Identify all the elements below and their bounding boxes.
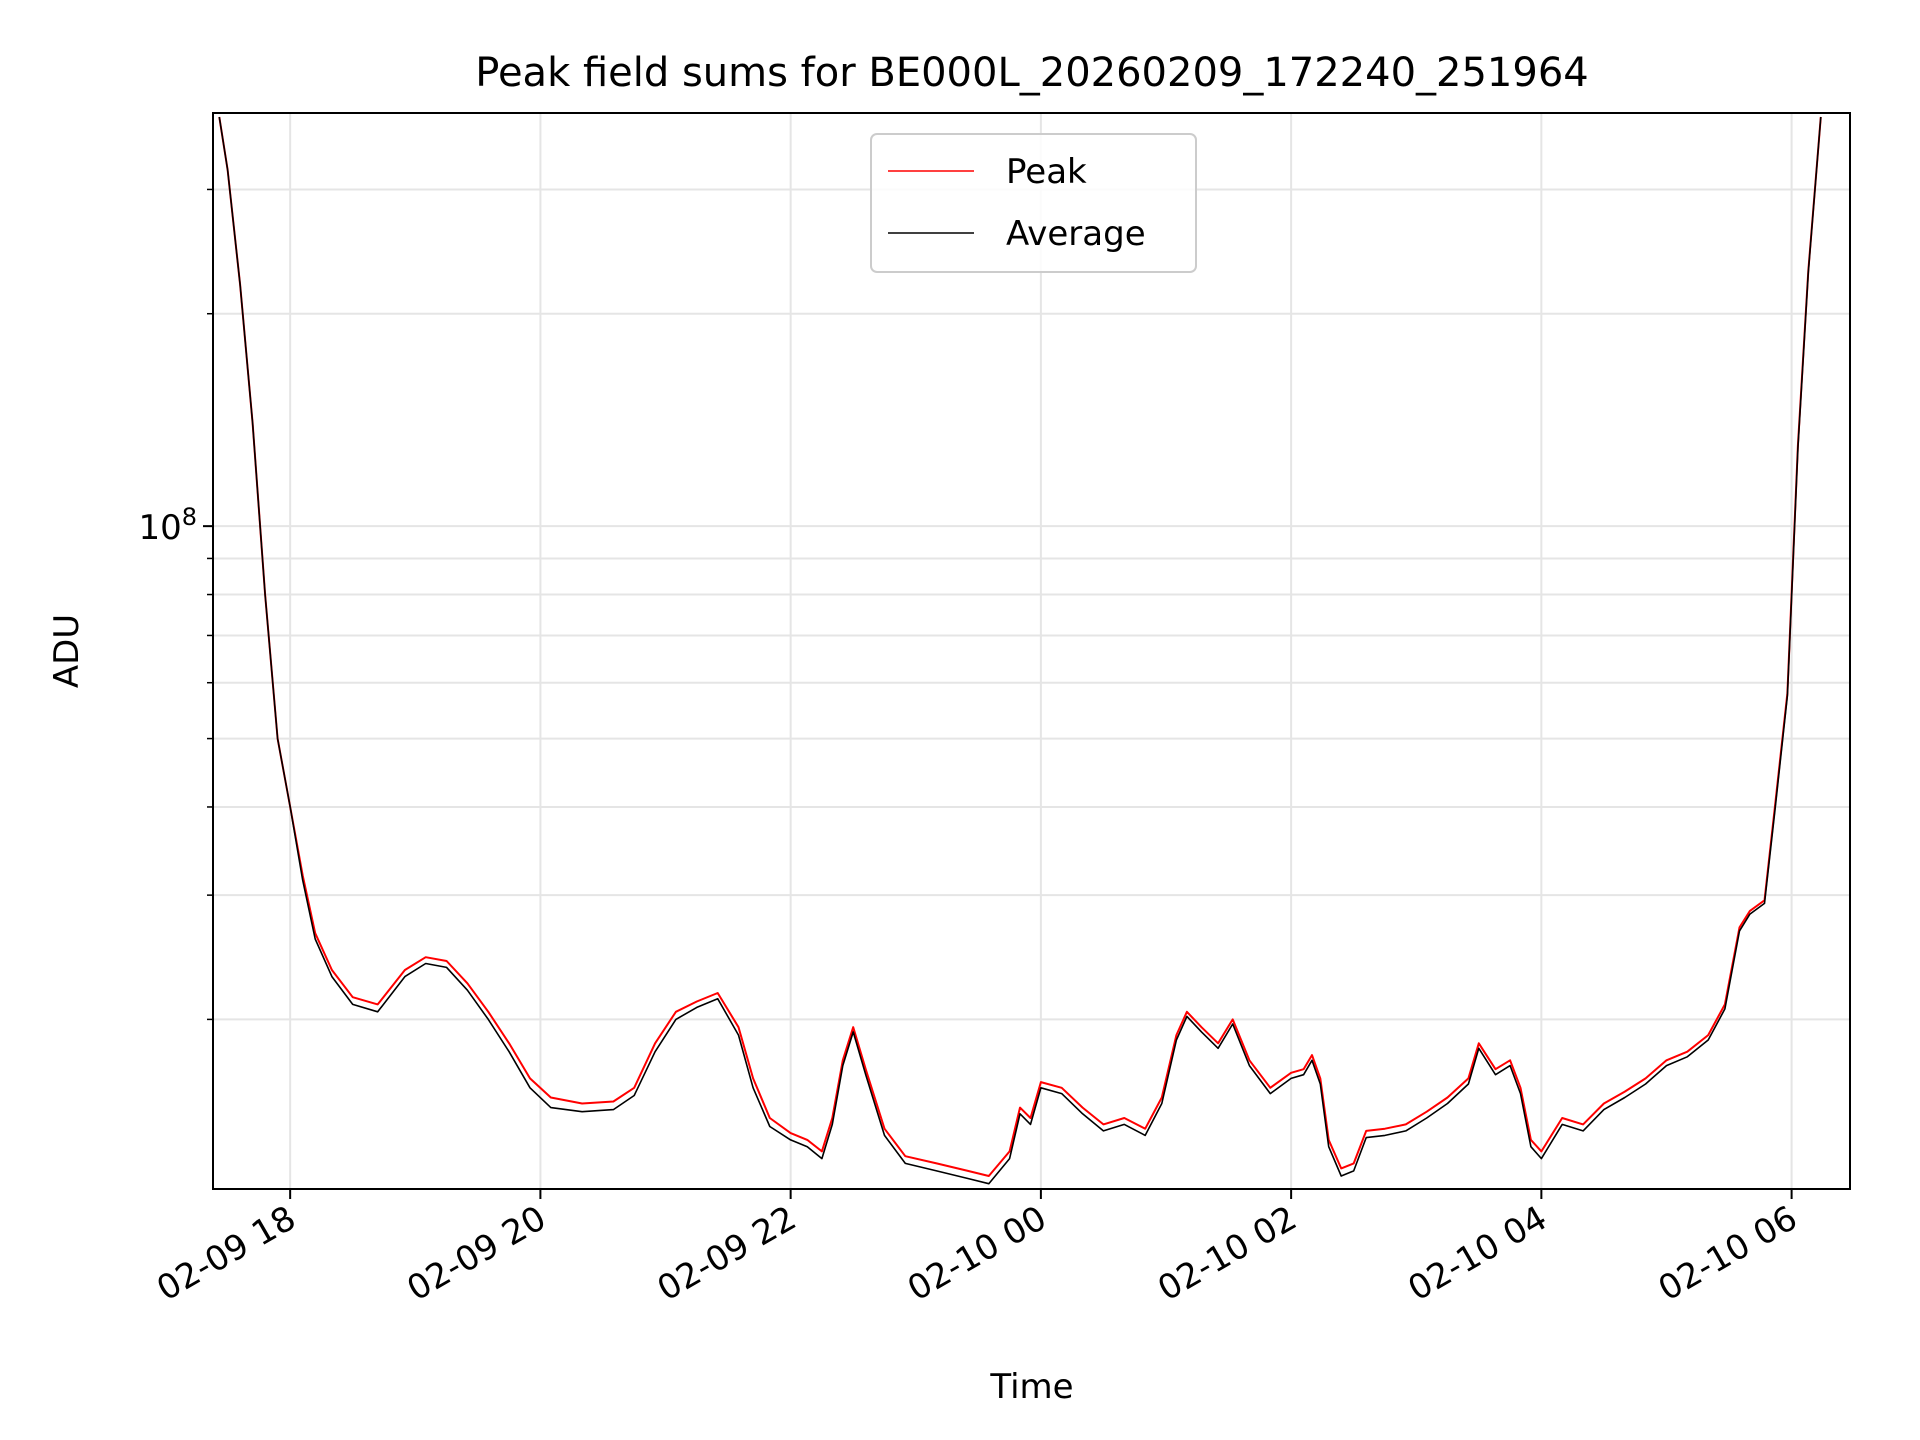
y-tick-label-base: 10 bbox=[138, 508, 181, 548]
legend-box bbox=[870, 133, 1197, 273]
y-tick-label: 108 bbox=[138, 503, 197, 548]
plot-frame bbox=[212, 112, 1851, 1190]
chart-title: Peak field sums for BE000L_20260209_1722… bbox=[475, 50, 1588, 96]
grid-lines bbox=[213, 113, 1850, 1189]
series-line-peak bbox=[218, 116, 1822, 1177]
y-tick-label-exponent: 8 bbox=[182, 503, 197, 531]
legend-label-peak: Peak bbox=[1006, 152, 1087, 192]
series-line-average bbox=[218, 116, 1822, 1185]
series-layer bbox=[218, 116, 1822, 1185]
y-axis-label: ADU bbox=[47, 614, 87, 688]
legend-label-average: Average bbox=[1006, 214, 1146, 254]
x-axis-label: Time bbox=[989, 1367, 1073, 1407]
legend: Peak Average bbox=[870, 133, 1197, 273]
